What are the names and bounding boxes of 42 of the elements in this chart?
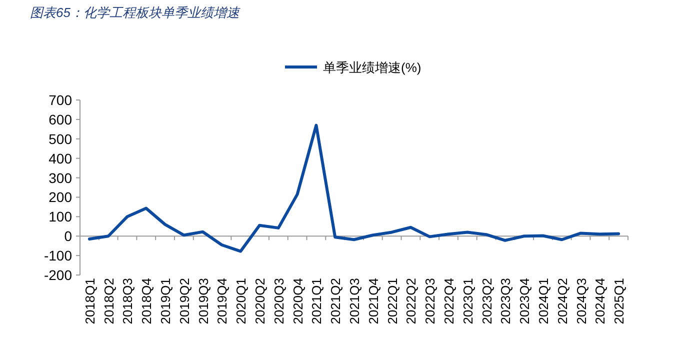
y-tick-label: 100 xyxy=(48,208,72,225)
x-tick-label: 2022Q2 xyxy=(404,278,419,324)
y-tick-label: -200 xyxy=(44,267,72,283)
x-tick-label: 2022Q4 xyxy=(441,278,456,324)
x-tick-label: 2020Q3 xyxy=(271,278,286,324)
x-tick-label: 2018Q1 xyxy=(82,278,98,324)
y-tick-label: -100 xyxy=(44,248,72,264)
x-tick-label: 2021Q1 xyxy=(309,278,324,324)
x-tick-label: 2024Q4 xyxy=(592,278,608,324)
y-tick-label: 700 xyxy=(48,92,72,108)
x-tick-label: 2019Q1 xyxy=(158,278,174,324)
x-tick-label: 2018Q2 xyxy=(101,278,116,324)
x-tick-label: 2023Q3 xyxy=(498,278,514,324)
chart-title: 图表65：化学工程板块单季业绩增速 xyxy=(30,5,240,20)
x-tick-label: 2025Q1 xyxy=(612,278,627,324)
x-tick-label: 2018Q3 xyxy=(120,278,136,324)
y-tick-label: 400 xyxy=(48,150,72,166)
x-tick-label: 2023Q1 xyxy=(460,278,476,324)
x-tick-label: 2020Q4 xyxy=(290,278,306,324)
x-tick-label: 2021Q2 xyxy=(328,278,344,324)
line-series xyxy=(88,124,620,253)
x-tick-label: 2020Q1 xyxy=(234,278,249,324)
legend-label: 单季业绩增速(%) xyxy=(323,60,422,75)
x-tick-label: 2024Q3 xyxy=(574,278,589,324)
x-tick-label: 2019Q4 xyxy=(214,278,230,324)
y-tick-label: 0 xyxy=(64,228,72,244)
y-tick-label: 300 xyxy=(48,170,72,186)
x-tick-label: 2021Q4 xyxy=(366,278,381,324)
x-tick-label: 2023Q2 xyxy=(479,278,494,324)
x-tick-label: 2024Q1 xyxy=(536,278,551,324)
x-tick-label: 2024Q2 xyxy=(554,278,570,324)
x-tick-label: 2021Q3 xyxy=(347,278,362,324)
x-tick-label: 2019Q3 xyxy=(196,278,211,324)
y-tick-label: 600 xyxy=(48,111,72,128)
x-tick-label: 2022Q3 xyxy=(422,278,438,324)
x-tick-label: 2018Q4 xyxy=(139,278,154,324)
y-tick-label: 200 xyxy=(48,189,72,206)
x-tick-label: 2020Q2 xyxy=(252,278,268,324)
x-tick-label: 2022Q1 xyxy=(384,278,400,324)
y-tick-label: 500 xyxy=(48,130,72,147)
x-tick-label: 2019Q2 xyxy=(176,278,192,324)
x-tick-label: 2023Q4 xyxy=(517,278,532,324)
